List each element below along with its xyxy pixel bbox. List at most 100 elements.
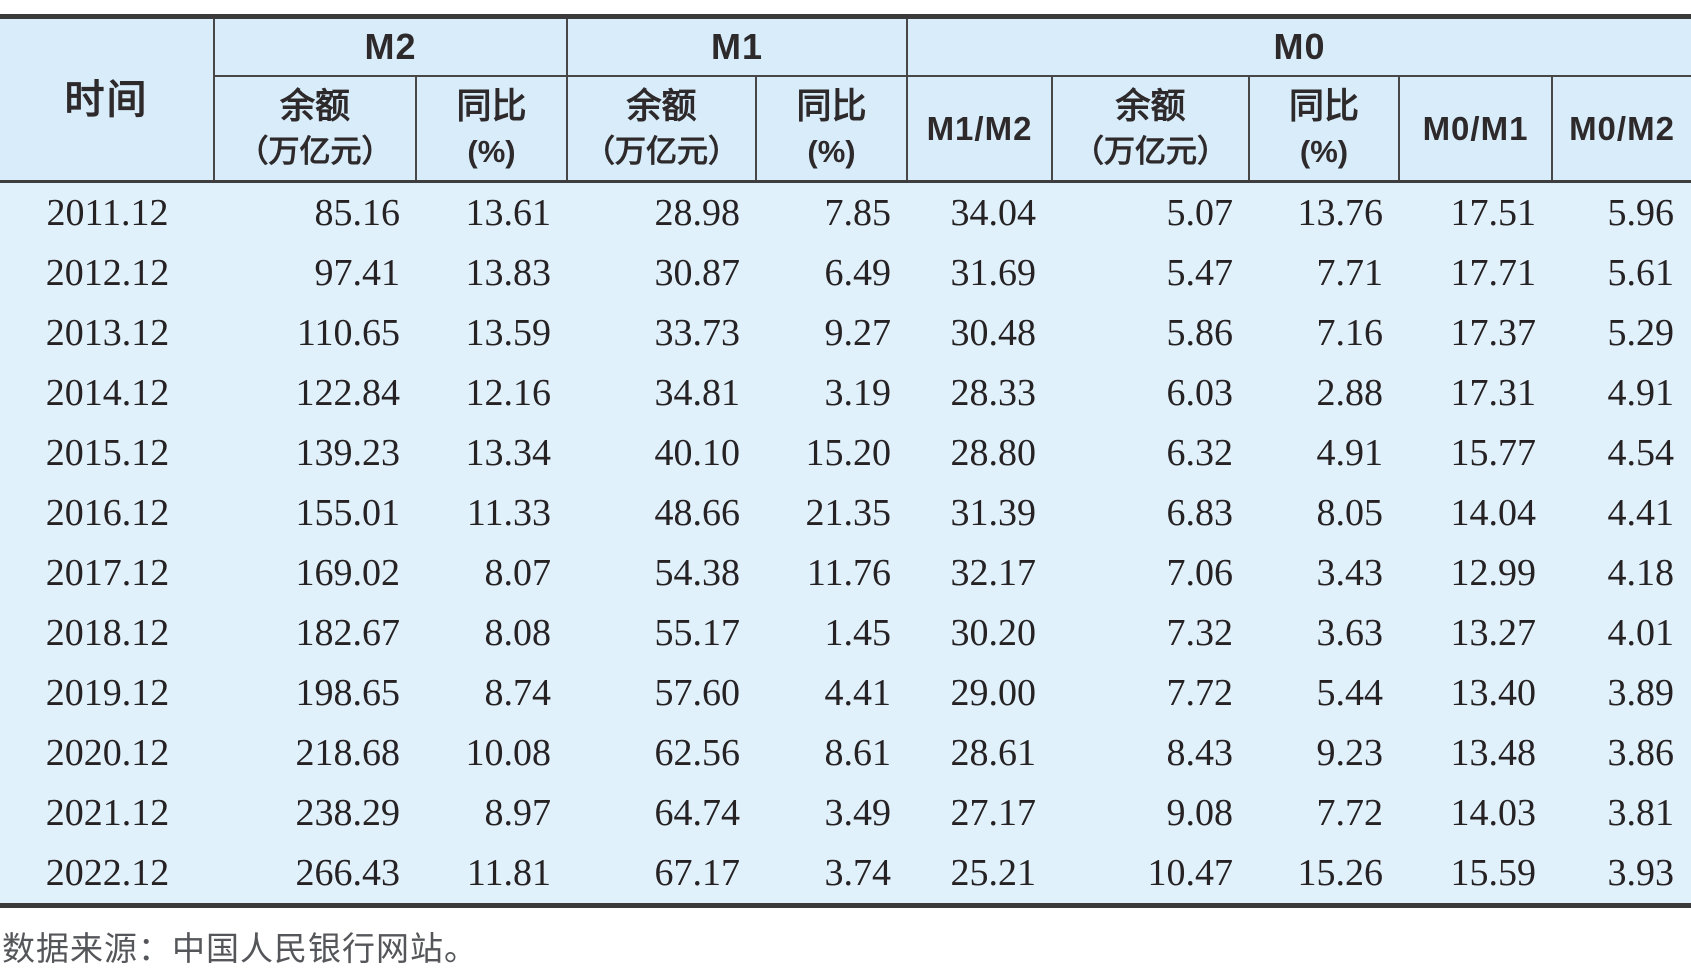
- value-cell: 40.10: [654, 432, 741, 474]
- value-cell: 34.04: [950, 192, 1037, 234]
- subheader-m1-yoy: 同比 (%): [757, 77, 908, 180]
- value-cell: 8.61: [824, 732, 892, 774]
- value-cell: 13.27: [1450, 612, 1537, 654]
- value-cell: 4.18: [1607, 552, 1675, 594]
- value-cell: 85.16: [314, 192, 401, 234]
- value-cell: 3.19: [824, 372, 892, 414]
- value-cell: 54.38: [654, 552, 741, 594]
- value-cell: 12.16: [465, 372, 552, 414]
- year-cell: 2013.12: [45, 312, 170, 354]
- value-cell: 266.43: [295, 852, 401, 894]
- value-cell: 31.39: [950, 492, 1037, 534]
- value-cell: 238.29: [295, 792, 401, 834]
- subheader-balance-line2: （万亿元）: [237, 134, 393, 170]
- value-cell: 30.48: [950, 312, 1037, 354]
- group-header-m0: M0: [908, 19, 1691, 77]
- value-cell: 11.81: [466, 852, 551, 894]
- subheader-yoy-line1: 同比: [1288, 87, 1359, 127]
- subheader-m0-m2-ratio: M0/M2: [1569, 109, 1675, 147]
- value-cell: 169.02: [295, 552, 401, 594]
- subheader-m1-balance: 余额 （万亿元）: [568, 77, 757, 180]
- value-cell: 14.03: [1450, 792, 1537, 834]
- value-cell: 13.40: [1450, 672, 1537, 714]
- value-cell: 8.07: [484, 552, 552, 594]
- value-cell: 28.80: [950, 432, 1037, 474]
- value-cell: 5.44: [1316, 672, 1384, 714]
- table-body: 2011.12 85.16 13.61 28.98 7.85 34.04 5.07 13.76…: [0, 183, 1691, 908]
- subheader-yoy-line1: 同比: [796, 87, 867, 127]
- value-cell: 15.20: [805, 432, 892, 474]
- value-cell: 110.65: [296, 312, 400, 354]
- subheader-balance-line1: 余额: [626, 87, 697, 127]
- value-cell: 13.59: [465, 312, 552, 354]
- value-cell: 33.73: [654, 312, 741, 354]
- value-cell: 10.47: [1147, 852, 1234, 894]
- value-cell: 8.05: [1316, 492, 1384, 534]
- value-cell: 30.87: [654, 252, 741, 294]
- value-cell: 28.33: [950, 372, 1037, 414]
- column-header-time: 时间: [0, 19, 215, 180]
- value-cell: 13.61: [465, 192, 552, 234]
- value-cell: 5.29: [1607, 312, 1675, 354]
- value-cell: 25.21: [950, 852, 1037, 894]
- subheader-m2-balance: 余额 （万亿元）: [215, 77, 417, 180]
- value-cell: 5.61: [1607, 252, 1675, 294]
- subheader-yoy-line1: 同比: [456, 87, 527, 127]
- value-cell: 17.31: [1450, 372, 1537, 414]
- value-cell: 3.81: [1607, 792, 1675, 834]
- year-cell: 2021.12: [45, 792, 170, 834]
- value-cell: 28.98: [654, 192, 741, 234]
- value-cell: 15.59: [1450, 852, 1537, 894]
- subheader-yoy-line2: (%): [807, 134, 856, 170]
- value-cell: 17.37: [1450, 312, 1537, 354]
- value-cell: 31.69: [950, 252, 1037, 294]
- value-cell: 67.17: [654, 852, 741, 894]
- value-cell: 7.06: [1166, 552, 1234, 594]
- subheader-m2-yoy: 同比 (%): [417, 77, 568, 180]
- value-cell: 3.74: [824, 852, 892, 894]
- subheader-m0-balance: 余额 （万亿元）: [1053, 77, 1250, 180]
- value-cell: 3.89: [1607, 672, 1675, 714]
- value-cell: 14.04: [1450, 492, 1537, 534]
- value-cell: 218.68: [295, 732, 401, 774]
- value-cell: 34.81: [654, 372, 741, 414]
- subheader-balance-line1: 余额: [279, 87, 350, 127]
- value-cell: 155.01: [295, 492, 401, 534]
- year-cell: 2011.12: [46, 192, 169, 234]
- table-header: 时间 M2 M1 M0 余额 （万亿元） 同比 (%) 余额 （万亿元） 同比 …: [0, 14, 1691, 183]
- value-cell: 3.43: [1316, 552, 1384, 594]
- value-cell: 1.45: [824, 612, 892, 654]
- value-cell: 13.83: [465, 252, 552, 294]
- value-cell: 27.17: [950, 792, 1037, 834]
- value-cell: 9.08: [1166, 792, 1234, 834]
- value-cell: 15.77: [1450, 432, 1537, 474]
- value-cell: 4.91: [1607, 372, 1675, 414]
- value-cell: 182.67: [295, 612, 401, 654]
- subheader-balance-line1: 余额: [1115, 87, 1186, 127]
- value-cell: 3.86: [1607, 732, 1675, 774]
- subheader-yoy-line2: (%): [467, 134, 516, 170]
- subheader-balance-line2: （万亿元）: [1073, 134, 1228, 170]
- value-cell: 21.35: [805, 492, 892, 534]
- data-source-note: 数据来源：中国人民银行网站。: [2, 930, 478, 967]
- value-cell: 5.47: [1166, 252, 1234, 294]
- year-cell: 2017.12: [45, 552, 170, 594]
- value-cell: 7.16: [1316, 312, 1384, 354]
- subheader-m1-m2-ratio: M1/M2: [908, 77, 1053, 180]
- value-cell: 11.33: [466, 492, 551, 534]
- value-cell: 7.85: [824, 192, 892, 234]
- year-cell: 2019.12: [45, 672, 170, 714]
- group-header-m1: M1: [568, 19, 908, 77]
- value-cell: 12.99: [1450, 552, 1537, 594]
- value-cell: 139.23: [295, 432, 401, 474]
- value-cell: 32.17: [950, 552, 1037, 594]
- subheader-yoy-line2: (%): [1299, 134, 1349, 170]
- value-cell: 3.93: [1607, 852, 1675, 894]
- value-cell: 30.20: [950, 612, 1037, 654]
- value-cell: 122.84: [295, 372, 401, 414]
- value-cell: 15.26: [1297, 852, 1384, 894]
- value-cell: 3.63: [1316, 612, 1384, 654]
- value-cell: 8.97: [484, 792, 552, 834]
